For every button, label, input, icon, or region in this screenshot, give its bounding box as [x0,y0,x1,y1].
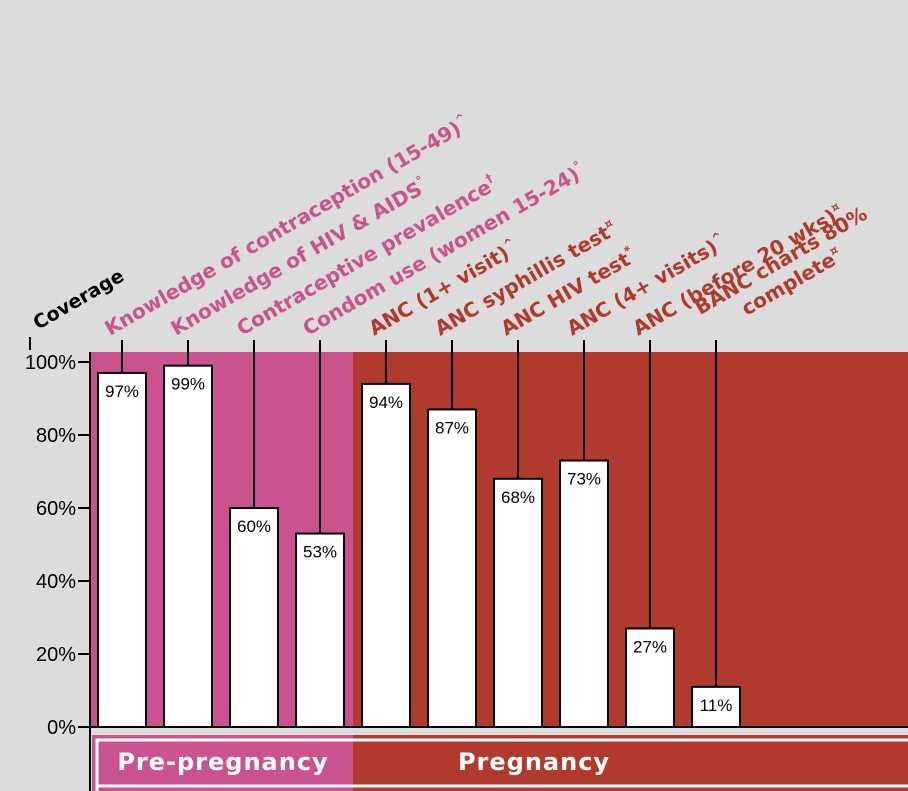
y-tick-label: 80% [36,425,76,447]
bar [163,364,213,728]
phase-label-pregnancy: Pregnancy [458,748,610,776]
bar-value-label: 73% [567,470,601,489]
y-tick-label: 20% [36,644,76,666]
y-tick-label: 0% [47,717,76,739]
bar [295,532,345,728]
y-tick-label: 40% [36,571,76,593]
phase-band-pregnancy [353,735,908,791]
phase-band-pre-pregnancy [92,735,353,791]
phase-band-outline [95,738,908,791]
y-tick-label: 100% [25,352,76,374]
bar [427,408,477,728]
bar-value-label: 53% [303,543,337,562]
bar-value-label: 87% [435,418,469,437]
bar [361,382,411,728]
bar-value-label: 60% [237,517,271,536]
bar [493,477,543,728]
phase-label-pre-pregnancy: Pre-pregnancy [117,748,328,776]
bar-value-label: 68% [501,488,535,507]
bar-value-label: 97% [105,382,139,401]
bar [559,459,609,728]
bar-value-label: 27% [633,637,667,656]
bar [229,507,279,728]
bar [97,371,147,728]
bar-value-label: 94% [369,393,403,412]
bar-value-label: 11% [700,696,733,715]
y-tick-label: 60% [36,498,76,520]
bar-value-label: 99% [171,375,205,394]
